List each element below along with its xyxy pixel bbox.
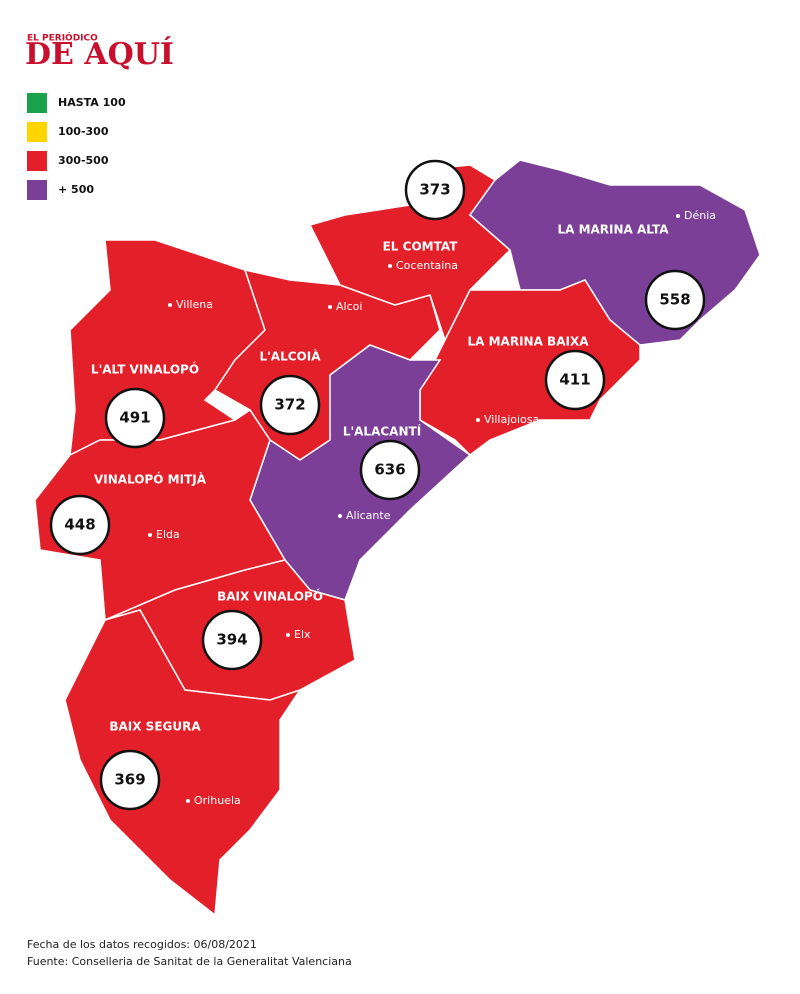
value-circle	[49, 494, 111, 556]
city-dot	[186, 799, 190, 803]
region-name: VINALOPÓ MITJÀ	[94, 472, 207, 487]
region-name: BAIX VINALOPÓ	[217, 589, 323, 604]
value-label: 491	[119, 409, 150, 427]
value-circle	[259, 374, 321, 436]
legend-swatch	[27, 93, 47, 113]
region-name: L'ALCOIÀ	[259, 349, 321, 364]
legend-label: + 500	[58, 183, 94, 196]
value-label: 448	[64, 516, 95, 534]
city-name: Alcoi	[336, 300, 362, 313]
footer-source: Fuente: Conselleria de Sanitat de la Gen…	[27, 955, 352, 968]
city-dot	[388, 264, 392, 268]
logo-small: EL PERIÓDICO	[27, 32, 98, 44]
legend-label: 100-300	[58, 125, 109, 138]
city-name: Orihuela	[194, 794, 241, 807]
city-name: Dénia	[684, 209, 716, 222]
region-name: LA MARINA ALTA	[557, 223, 669, 237]
value-label: 372	[274, 396, 305, 414]
region-name: L'ALACANTÍ	[343, 424, 422, 439]
city-dot	[476, 418, 480, 422]
value-label: 558	[659, 291, 690, 309]
city-dot	[338, 514, 342, 518]
map: L'ALT VINALOPÓ Villena 491 L'ALCOIÀ Alcoi 372…	[34, 159, 761, 917]
value-label: 636	[374, 461, 405, 479]
region-name: BAIX SEGURA	[109, 720, 201, 734]
city-name: Villena	[176, 298, 213, 311]
legend-swatch	[27, 122, 47, 142]
city-dot	[328, 305, 332, 309]
value-label: 369	[114, 771, 145, 789]
city-dot	[168, 303, 172, 307]
region-name: L'ALT VINALOPÓ	[91, 362, 199, 377]
value-label: 394	[216, 631, 247, 649]
value-label: 411	[559, 371, 590, 389]
city-name: Elx	[294, 628, 311, 641]
city-dot	[286, 633, 290, 637]
footer-date: Fecha de los datos recogidos: 06/08/2021	[27, 938, 257, 951]
legend-swatch	[27, 180, 47, 200]
city-name: Elda	[156, 528, 180, 541]
value-label: 373	[419, 181, 450, 199]
city-dot	[148, 533, 152, 537]
city-name: Villajoiosa	[484, 413, 539, 426]
value-circle	[201, 609, 263, 671]
value-circle	[544, 349, 606, 411]
city-dot	[676, 214, 680, 218]
legend: HASTA 100 100-300 300-500 + 500	[27, 93, 126, 200]
legend-label: HASTA 100	[58, 96, 126, 109]
region-name: EL COMTAT	[383, 240, 459, 254]
value-circle	[99, 749, 161, 811]
legend-swatch	[27, 151, 47, 171]
value-circle	[104, 387, 166, 449]
legend-label: 300-500	[58, 154, 109, 167]
region-name: LA MARINA BAIXA	[468, 335, 590, 349]
city-name: Alicante	[346, 509, 391, 522]
region	[64, 609, 302, 917]
value-circle	[404, 159, 466, 221]
logo-main: DE AQUÍ	[25, 36, 174, 72]
value-circle	[359, 439, 421, 501]
city-name: Cocentaina	[396, 259, 458, 272]
value-circle	[644, 269, 706, 331]
